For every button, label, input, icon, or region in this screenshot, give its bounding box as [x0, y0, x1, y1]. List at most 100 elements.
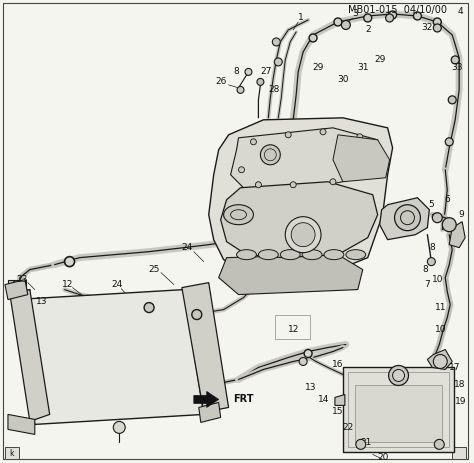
Polygon shape — [209, 118, 392, 275]
Polygon shape — [219, 255, 363, 294]
Polygon shape — [449, 222, 465, 248]
Circle shape — [432, 213, 442, 223]
Circle shape — [433, 24, 441, 32]
Text: 1: 1 — [298, 13, 304, 23]
Circle shape — [357, 134, 363, 140]
Text: 17: 17 — [449, 363, 461, 372]
Circle shape — [285, 217, 321, 253]
Ellipse shape — [237, 250, 256, 260]
Text: 24: 24 — [181, 243, 192, 252]
Polygon shape — [428, 350, 452, 369]
Text: 27: 27 — [261, 68, 272, 76]
Circle shape — [274, 58, 282, 66]
Circle shape — [260, 145, 280, 165]
Circle shape — [64, 257, 74, 267]
Polygon shape — [15, 289, 204, 425]
Circle shape — [291, 223, 315, 247]
Circle shape — [238, 167, 245, 173]
Ellipse shape — [224, 205, 254, 225]
Circle shape — [394, 205, 420, 231]
Circle shape — [448, 96, 456, 104]
Ellipse shape — [302, 250, 322, 260]
Polygon shape — [343, 368, 454, 452]
Polygon shape — [333, 135, 390, 182]
Circle shape — [433, 18, 441, 26]
Circle shape — [245, 69, 252, 75]
Bar — [5, 447, 19, 459]
Polygon shape — [199, 402, 220, 422]
Circle shape — [144, 303, 154, 313]
Text: 4: 4 — [457, 7, 463, 17]
Text: 8: 8 — [234, 68, 239, 76]
Circle shape — [334, 18, 342, 26]
Text: 16: 16 — [332, 360, 344, 369]
Circle shape — [389, 11, 397, 19]
Circle shape — [113, 421, 125, 433]
Polygon shape — [10, 289, 30, 300]
Circle shape — [273, 38, 280, 46]
Text: 15: 15 — [332, 407, 344, 416]
Text: 29: 29 — [374, 56, 385, 64]
Text: 5: 5 — [428, 200, 434, 209]
Polygon shape — [194, 391, 219, 407]
Polygon shape — [335, 394, 345, 406]
Circle shape — [370, 152, 376, 158]
Circle shape — [255, 182, 261, 188]
Text: 13: 13 — [305, 383, 317, 392]
Text: 23: 23 — [16, 275, 27, 284]
Polygon shape — [10, 289, 50, 421]
Text: MB01-015  04/10/00: MB01-015 04/10/00 — [348, 5, 447, 15]
Text: FRT: FRT — [234, 394, 254, 405]
Ellipse shape — [324, 250, 344, 260]
Polygon shape — [182, 282, 228, 413]
Text: 24: 24 — [112, 280, 123, 289]
Circle shape — [386, 14, 393, 22]
Circle shape — [389, 365, 409, 386]
Text: 12: 12 — [288, 325, 299, 334]
Text: 10: 10 — [431, 275, 443, 284]
Bar — [452, 447, 466, 459]
Circle shape — [434, 439, 444, 450]
Circle shape — [299, 357, 307, 365]
Circle shape — [290, 182, 296, 188]
Circle shape — [12, 281, 22, 291]
Text: 30: 30 — [337, 75, 349, 84]
Polygon shape — [8, 414, 35, 434]
Text: 12: 12 — [62, 280, 73, 289]
Circle shape — [192, 310, 202, 319]
Bar — [348, 372, 449, 447]
Circle shape — [250, 139, 256, 145]
Bar — [8, 280, 26, 292]
Bar — [355, 386, 442, 442]
Circle shape — [285, 132, 291, 138]
Ellipse shape — [280, 250, 300, 260]
Circle shape — [257, 78, 264, 85]
Circle shape — [244, 235, 254, 244]
Circle shape — [445, 138, 453, 146]
Polygon shape — [380, 198, 429, 240]
Text: 14: 14 — [319, 395, 330, 404]
Ellipse shape — [258, 250, 278, 260]
Text: k: k — [9, 449, 14, 458]
Text: 19: 19 — [456, 397, 467, 406]
Text: 3: 3 — [352, 9, 358, 19]
Text: 18: 18 — [455, 380, 466, 389]
Text: 25: 25 — [148, 265, 160, 274]
Circle shape — [320, 129, 326, 135]
Circle shape — [428, 257, 435, 266]
Text: 7: 7 — [425, 280, 430, 289]
Circle shape — [433, 355, 447, 369]
Circle shape — [304, 350, 312, 357]
Polygon shape — [230, 128, 378, 188]
Circle shape — [356, 439, 366, 450]
Circle shape — [392, 369, 404, 382]
Circle shape — [330, 179, 336, 185]
Text: 13: 13 — [36, 297, 47, 306]
Polygon shape — [220, 182, 378, 257]
Text: 20: 20 — [377, 453, 388, 462]
Text: 8: 8 — [422, 265, 428, 274]
Text: 10: 10 — [435, 325, 446, 334]
Text: 28: 28 — [269, 85, 280, 94]
Text: 8: 8 — [429, 243, 435, 252]
Text: 21: 21 — [360, 438, 372, 447]
